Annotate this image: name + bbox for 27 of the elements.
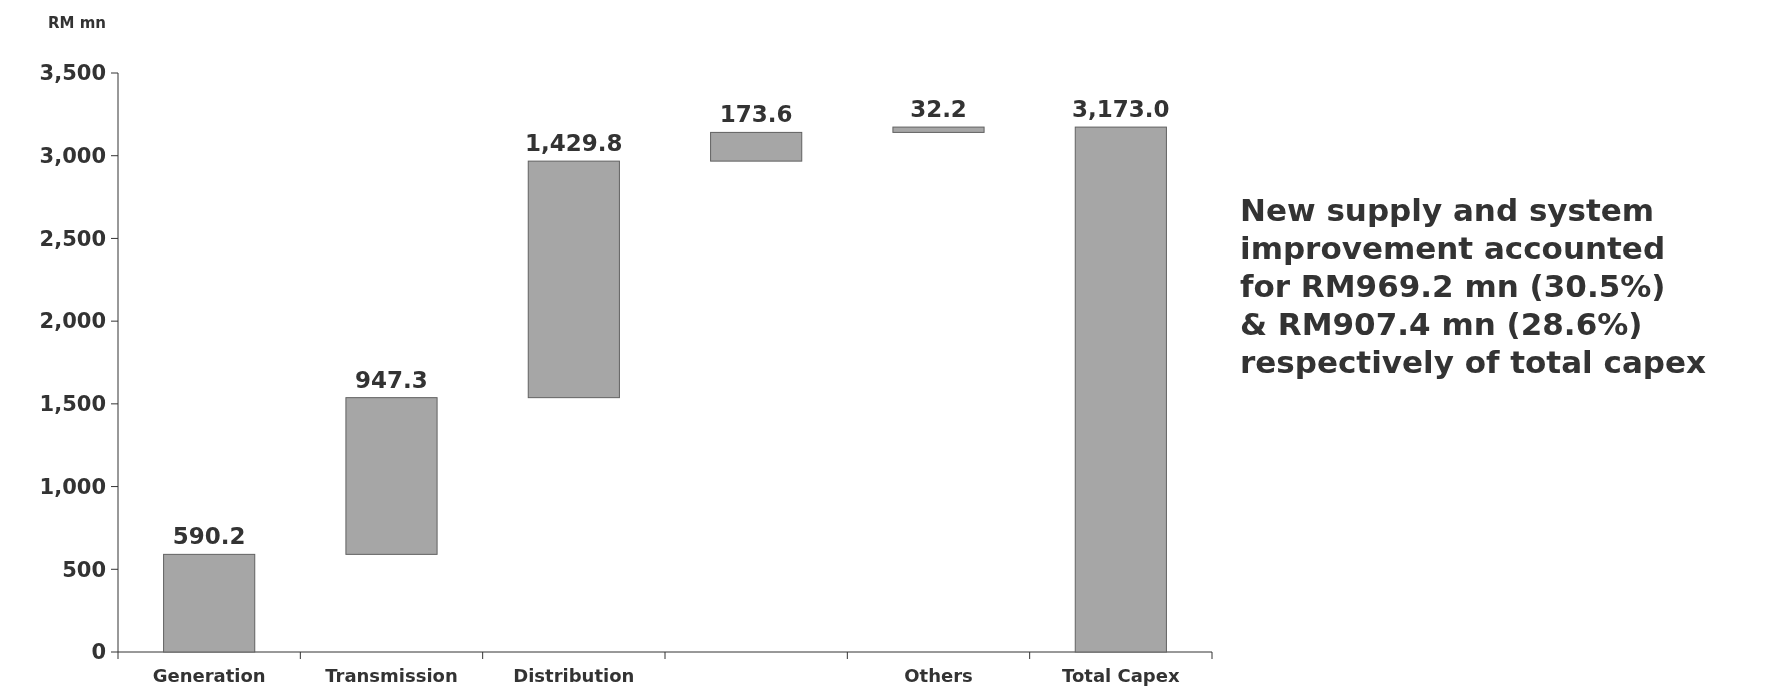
y-tick-label: 1,000 xyxy=(39,474,106,499)
y-tick-label: 0 xyxy=(91,640,106,665)
y-axis-title: RM mn xyxy=(48,14,107,32)
bar xyxy=(345,397,438,555)
x-tick-label: Distribution xyxy=(513,665,635,686)
data-label: 1,429.8 xyxy=(525,130,623,157)
y-tick-label: 3,000 xyxy=(39,144,106,169)
data-label: 947.3 xyxy=(355,366,428,393)
x-tick-label: Generation xyxy=(152,665,266,686)
bar xyxy=(163,553,256,653)
bar xyxy=(527,160,620,399)
bar xyxy=(710,131,803,162)
data-label: 173.6 xyxy=(719,101,793,128)
data-label: 3,173.0 xyxy=(1072,96,1170,123)
y-tick-label: 2,500 xyxy=(39,226,106,251)
text: New supply and system improvement accounted for RM969.2 mn (30.5%) & RM907.4 mn (28.6%) respectively of total capex xyxy=(1240,192,1707,380)
x-tick-label: Transmission xyxy=(325,665,458,686)
y-tick-label: 1,500 xyxy=(39,392,106,417)
bar xyxy=(1074,126,1167,653)
y-tick-label: 2,000 xyxy=(39,309,106,334)
data-label: 590.2 xyxy=(172,523,246,550)
y-tick-label: 500 xyxy=(62,557,106,582)
y-tick-label: 3,500 xyxy=(39,61,106,86)
x-tick-label: Total Capex xyxy=(1062,665,1180,686)
bar xyxy=(892,126,985,133)
data-label: 32.2 xyxy=(910,96,967,123)
x-tick-label: Others xyxy=(904,665,973,686)
